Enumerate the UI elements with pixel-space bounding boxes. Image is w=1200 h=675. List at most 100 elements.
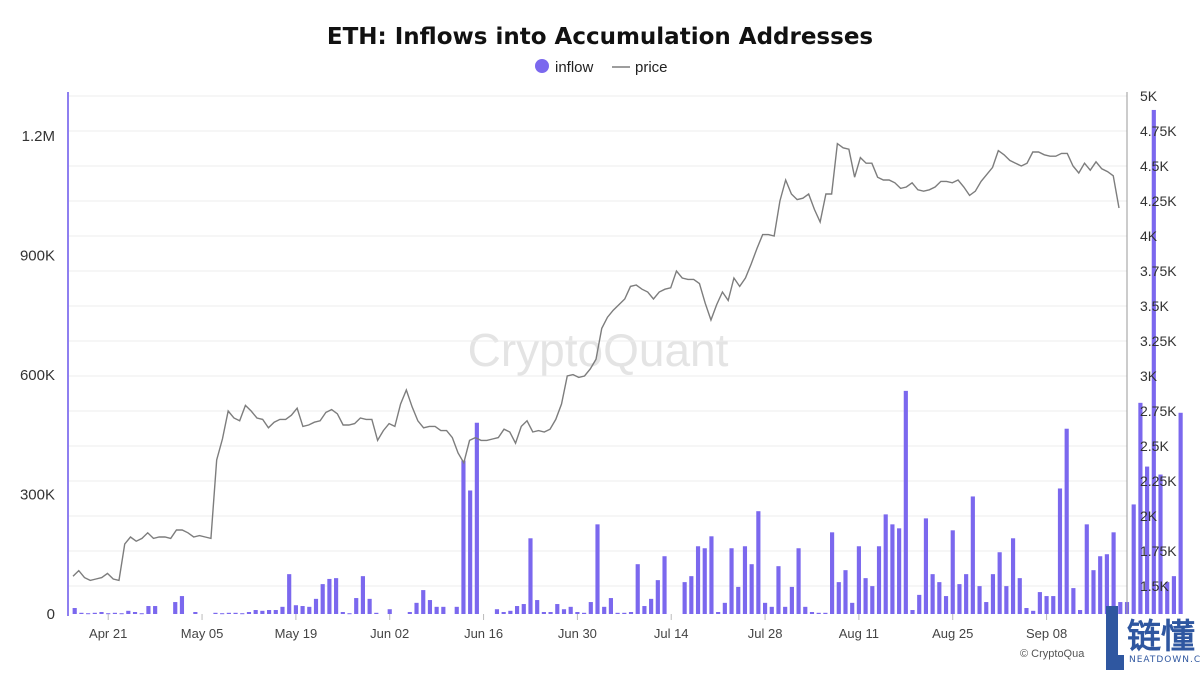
credit-text: © CryptoQua [1020,648,1085,660]
inflow-bar [762,602,768,614]
inflow-bar [709,536,714,614]
right-tick-label: 4.25K [1140,193,1177,209]
inflow-bar [1004,586,1009,614]
inflow-bar [307,606,312,614]
legend[interactable]: inflow price [535,59,668,76]
left-axis-ticks: 0 300K 600K 900K 1.2M [20,128,55,623]
inflow-bar [1010,538,1016,614]
inflow-bar [917,594,922,614]
right-tick-label: 4.5K [1140,158,1169,174]
inflow-bar [850,602,855,614]
inflow-bar [702,548,707,614]
right-tick-label: 3K [1140,368,1158,384]
inflow-bar [354,598,359,614]
inflow-bar [783,606,788,614]
inflow-bar [910,610,915,614]
inflow-bar [193,612,198,614]
right-tick-label: 4.75K [1140,123,1177,139]
inflow-bar [977,586,982,614]
axes [67,92,1128,616]
x-tick-label: Jun 30 [558,626,597,641]
inflow-bar [441,606,446,614]
inflow-bar [327,578,332,614]
inflow-bar [736,586,741,614]
inflow-bar [139,613,144,615]
inflow-bar [622,612,627,614]
legend-inflow-marker [535,59,549,73]
chart-title: ETH: Inflows into Accumulation Addresses [327,24,873,50]
inflow-bar [722,602,727,614]
inflow-bar [642,606,647,614]
inflow-bar [72,608,77,614]
inflow-bar [608,598,613,614]
inflow-bar [816,612,821,614]
inflow-bar [776,566,781,614]
inflow-bar [340,612,345,614]
x-tick-label: Apr 21 [89,626,127,641]
inflow-bar [937,582,942,614]
inflow-bar [273,610,278,614]
inflow-bar [729,548,734,614]
inflow-bar [964,574,969,614]
inflow-bar [146,606,151,614]
inflow-bar [79,612,84,614]
inflow-bar [716,612,721,614]
inflow-bar [92,612,97,614]
x-tick-label: Jun 02 [370,626,409,641]
inflow-bar [414,602,419,614]
inflow-bar [1078,610,1083,614]
inflow-bar [240,613,245,615]
inflow-bar [1064,428,1069,614]
inflow-bar [1031,610,1036,614]
inflow-bar [789,586,794,614]
inflow-bar [287,574,292,614]
inflow-bar [246,612,252,614]
inflow-bar [320,584,325,614]
inflow-bar [1158,474,1163,614]
inflow-bar [521,604,526,614]
inflow-bar [173,602,178,614]
inflow-bar [876,546,882,614]
inflow-bar [313,598,319,614]
inflow-bar [468,490,473,614]
inflow-bar [1057,488,1063,614]
inflow-bar [575,612,580,614]
x-axis-ticks: Apr 21 May 05 May 19 Jun 02 Jun 16 Jun 30 Jul … [89,614,1067,641]
left-tick-label: 600K [20,367,55,384]
inflow-bar [220,613,225,615]
inflow-bar [984,602,989,614]
inflow-bar [997,552,1002,614]
inflow-bar [535,600,540,614]
inflow-bar [695,546,701,614]
inflow-bar [990,574,996,614]
inflow-bar [943,596,949,614]
inflow-bar [615,612,620,614]
inflow-bar [421,590,426,614]
inflow-bar [1178,412,1183,614]
inflow-bar [267,610,272,614]
inflow-bar [582,612,587,614]
inflow-bar [112,612,117,614]
inflow-bar [863,578,868,614]
right-tick-label: 1.5K [1140,578,1169,594]
right-tick-label: 1.75K [1140,543,1177,559]
inflow-bar [541,612,546,614]
inflow-bar [367,598,372,614]
right-tick-label: 5K [1140,88,1158,104]
inflow-bar [280,606,285,614]
inflow-bar [970,496,975,614]
inflow-bar [434,606,439,614]
inflow-bar [843,570,848,614]
legend-inflow-label[interactable]: inflow [555,59,594,76]
inflow-bar [803,606,808,614]
legend-price-label[interactable]: price [635,59,668,76]
inflow-bar [555,604,560,614]
inflow-bar [528,538,533,614]
inflow-bar [903,390,908,614]
left-tick-label: 1.2M [22,128,55,145]
inflow-bar [1151,109,1156,614]
inflow-bar [796,548,801,614]
inflow-bar [628,612,634,614]
right-axis-ticks: 1.5K 1.75K 2K 2.25K 2.5K 2.75K 3K 3.25K 3.5K 3.75… [1140,88,1177,594]
